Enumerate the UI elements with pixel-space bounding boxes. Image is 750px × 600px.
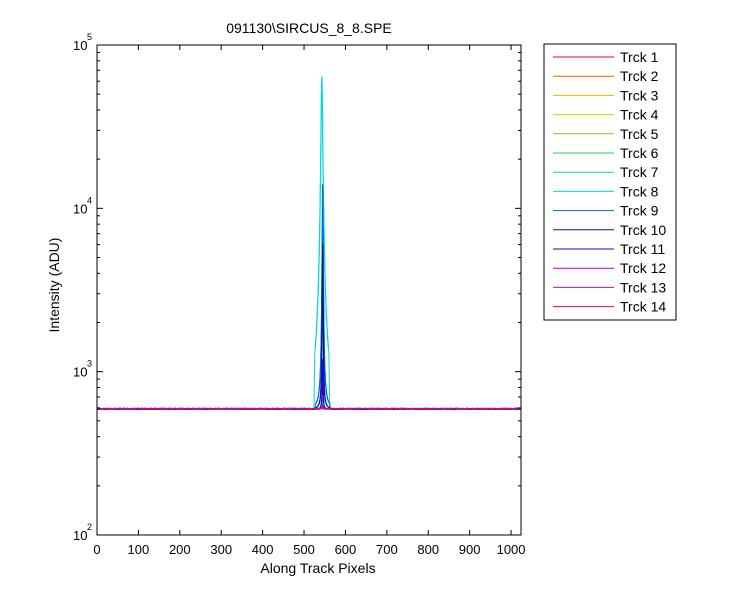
legend-entry: Trck 3 bbox=[620, 87, 659, 103]
legend-entry: Trck 11 bbox=[620, 241, 665, 257]
legend-box bbox=[543, 43, 677, 321]
x-tick-label: 1000 bbox=[497, 542, 526, 557]
legend-entry: Trck 9 bbox=[620, 203, 659, 219]
x-tick-label: 100 bbox=[128, 542, 150, 557]
y-tick-label: 10 bbox=[73, 38, 87, 53]
legend-entry: Trck 1 bbox=[620, 49, 659, 65]
legend-entry: Trck 4 bbox=[620, 107, 659, 123]
y-tick-label: 10 bbox=[73, 528, 87, 543]
legend-entry: Trck 8 bbox=[620, 183, 659, 199]
y-tick-exponent: 2 bbox=[87, 522, 92, 532]
legend-entry: Trck 7 bbox=[620, 164, 659, 180]
series-line-trck-11 bbox=[96, 384, 522, 411]
series-line-trck-9 bbox=[96, 230, 522, 411]
series-line-trck-14 bbox=[96, 407, 522, 410]
y-tick-exponent: 5 bbox=[87, 32, 92, 42]
y-tick-label: 10 bbox=[73, 201, 87, 216]
x-tick-label: 300 bbox=[210, 542, 232, 557]
y-tick-exponent: 4 bbox=[87, 195, 92, 205]
x-axis: 0 100 200 300 400 500 600 700 800 900 1000 bbox=[93, 45, 526, 557]
x-tick-label: 900 bbox=[459, 542, 481, 557]
legend-entry: Trck 2 bbox=[620, 68, 659, 84]
plot-frame bbox=[96, 44, 522, 536]
x-tick-label: 500 bbox=[293, 542, 315, 557]
legend-entry: Trck 13 bbox=[620, 279, 666, 295]
series-peak-trck-9 bbox=[315, 184, 330, 404]
series-line-trck-8 bbox=[96, 95, 522, 410]
x-tick-label: 200 bbox=[169, 542, 191, 557]
legend-entry: Trck 12 bbox=[620, 260, 666, 276]
x-tick-label: 600 bbox=[335, 542, 357, 557]
legend-entry: Trck 14 bbox=[620, 299, 666, 315]
x-tick-label: 400 bbox=[252, 542, 274, 557]
series-peak-trck-10 bbox=[315, 244, 330, 409]
series-layer bbox=[96, 76, 522, 411]
y-tick-label: 10 bbox=[73, 365, 87, 380]
series-peak-trck-8 bbox=[314, 76, 330, 349]
legend: Trck 1 Trck 2 Trck 3 Trck 4 Trck 5 Trck 6 Trck… bbox=[543, 43, 677, 321]
y-tick-exponent: 3 bbox=[87, 359, 92, 369]
y-axis-title: Intensity (ADU) bbox=[46, 238, 62, 333]
x-tick-label: 800 bbox=[417, 542, 439, 557]
legend-entry: Trck 10 bbox=[620, 222, 666, 238]
series-peak-trck-14 bbox=[316, 405, 330, 409]
legend-entry: Trck 5 bbox=[620, 126, 659, 142]
series-line-trck-10 bbox=[96, 300, 522, 411]
x-tick-label: 700 bbox=[376, 542, 398, 557]
chart-title: 091130\SIRCUS_8_8.SPE bbox=[226, 20, 392, 36]
x-tick-label: 0 bbox=[93, 542, 100, 557]
x-axis-title: Along Track Pixels bbox=[260, 560, 375, 576]
legend-entry: Trck 6 bbox=[620, 145, 659, 161]
